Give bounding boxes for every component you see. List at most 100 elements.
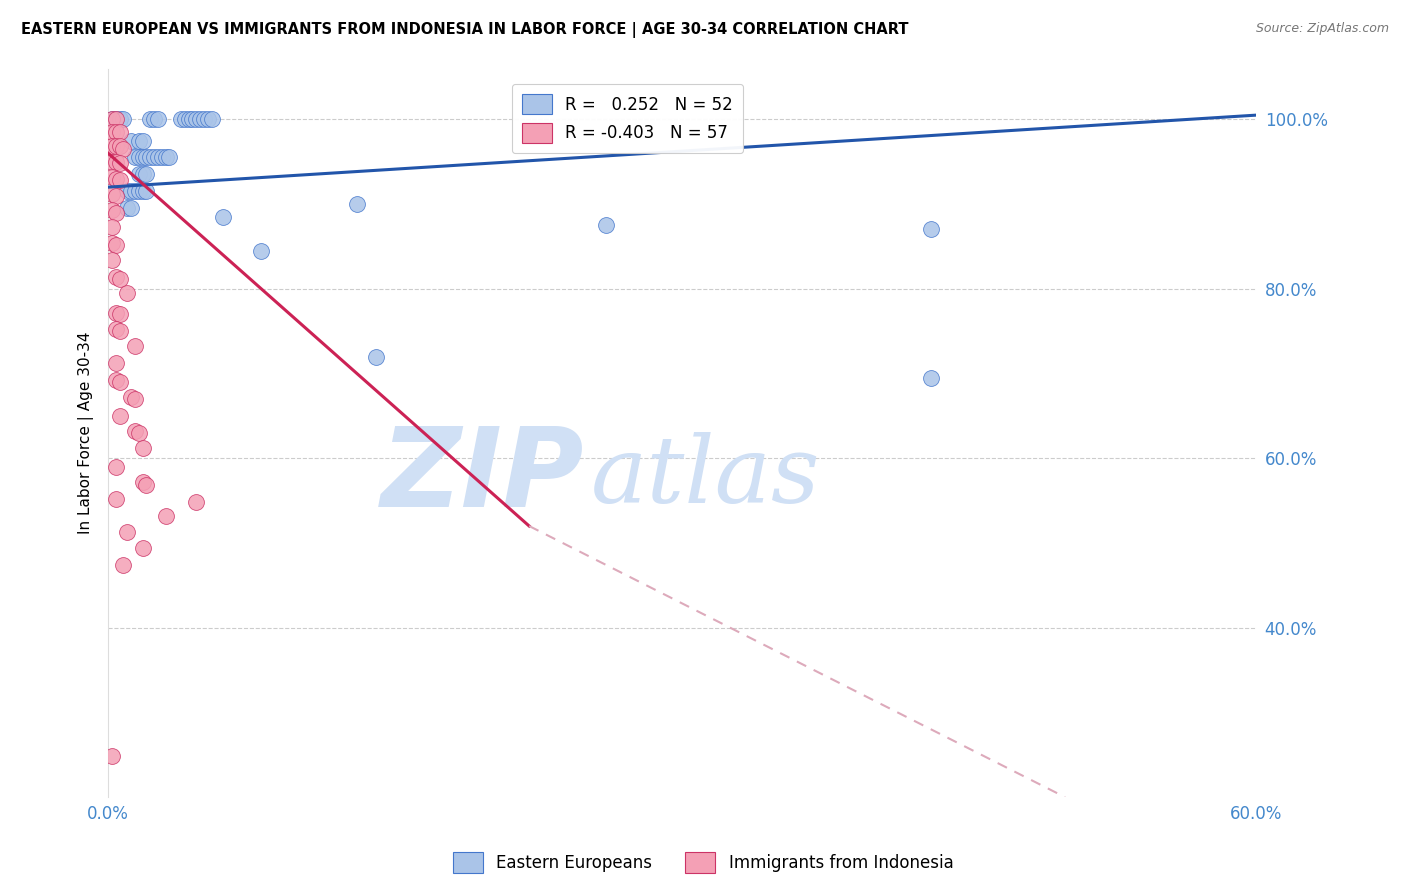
Point <box>108 409 131 423</box>
Point <box>155 151 177 165</box>
Point <box>108 307 131 321</box>
Legend: R =   0.252   N = 52, R = -0.403   N = 57: R = 0.252 N = 52, R = -0.403 N = 57 <box>512 84 742 153</box>
Point <box>920 371 942 385</box>
Point <box>595 219 617 233</box>
Point <box>131 151 153 165</box>
Point <box>104 188 127 202</box>
Point <box>117 185 139 199</box>
Point <box>104 322 127 336</box>
Point <box>104 269 127 284</box>
Point <box>104 171 127 186</box>
Point <box>104 373 127 387</box>
Point <box>104 112 127 127</box>
Point <box>150 151 173 165</box>
Point <box>104 459 127 474</box>
Point <box>112 112 135 127</box>
Point <box>124 392 146 406</box>
Text: ZIP: ZIP <box>381 423 585 530</box>
Point <box>104 305 127 319</box>
Text: EASTERN EUROPEAN VS IMMIGRANTS FROM INDONESIA IN LABOR FORCE | AGE 30-34 CORRELA: EASTERN EUROPEAN VS IMMIGRANTS FROM INDO… <box>21 22 908 38</box>
Point <box>101 112 124 127</box>
Y-axis label: In Labor Force | Age 30-34: In Labor Force | Age 30-34 <box>79 332 94 534</box>
Point <box>128 151 150 165</box>
Point <box>117 286 139 301</box>
Point <box>131 541 153 555</box>
Point <box>146 112 169 127</box>
Point <box>920 222 942 236</box>
Point <box>193 112 215 127</box>
Point <box>101 186 124 201</box>
Point <box>128 425 150 440</box>
Point <box>197 112 219 127</box>
Point <box>101 154 124 169</box>
Point <box>186 495 208 509</box>
Point <box>173 112 195 127</box>
Point <box>101 219 124 234</box>
Point <box>108 125 131 139</box>
Point <box>112 142 135 156</box>
Point <box>143 151 166 165</box>
Point <box>131 185 153 199</box>
Point <box>124 185 146 199</box>
Point <box>346 197 368 211</box>
Point <box>139 151 162 165</box>
Point <box>104 154 127 169</box>
Text: atlas: atlas <box>591 432 820 522</box>
Point <box>128 185 150 199</box>
Point <box>170 112 193 127</box>
Point <box>124 339 146 353</box>
Point <box>124 151 146 165</box>
Point <box>101 235 124 250</box>
Point <box>186 112 208 127</box>
Point <box>128 134 150 148</box>
Point <box>131 475 153 489</box>
Point <box>101 749 124 764</box>
Point <box>101 252 124 267</box>
Point <box>135 151 157 165</box>
Point <box>104 205 127 219</box>
Point <box>364 350 387 364</box>
Point <box>104 356 127 370</box>
Point <box>157 151 180 165</box>
Point <box>135 185 157 199</box>
Point <box>104 237 127 252</box>
Point <box>108 173 131 187</box>
Point <box>143 112 166 127</box>
Point <box>101 125 124 139</box>
Point <box>117 202 139 216</box>
Point <box>181 112 204 127</box>
Legend: Eastern Europeans, Immigrants from Indonesia: Eastern Europeans, Immigrants from Indon… <box>446 846 960 880</box>
Point <box>108 375 131 389</box>
Point <box>155 508 177 523</box>
Point <box>120 390 142 404</box>
Point <box>200 112 222 127</box>
Point <box>108 112 131 127</box>
Point <box>117 524 139 539</box>
Point <box>101 139 124 153</box>
Point <box>124 424 146 438</box>
Point <box>101 169 124 184</box>
Point <box>112 558 135 572</box>
Point <box>135 168 157 182</box>
Point <box>104 125 127 139</box>
Point <box>177 112 200 127</box>
Point <box>188 112 211 127</box>
Point <box>104 491 127 506</box>
Text: Source: ZipAtlas.com: Source: ZipAtlas.com <box>1256 22 1389 36</box>
Point <box>108 271 131 285</box>
Point <box>120 202 142 216</box>
Point <box>120 134 142 148</box>
Point <box>108 139 131 153</box>
Point <box>131 134 153 148</box>
Point <box>212 210 235 224</box>
Point <box>128 168 150 182</box>
Point <box>104 139 127 153</box>
Point <box>250 244 273 258</box>
Point <box>120 185 142 199</box>
Point <box>131 168 153 182</box>
Point <box>146 151 169 165</box>
Point <box>139 112 162 127</box>
Point <box>104 112 127 127</box>
Point <box>135 478 157 492</box>
Point <box>131 441 153 455</box>
